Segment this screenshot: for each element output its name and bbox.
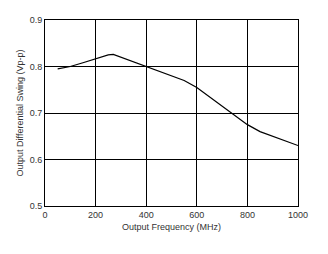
svg-text:0: 0	[42, 210, 47, 220]
svg-text:200: 200	[88, 210, 103, 220]
svg-text:400: 400	[139, 210, 154, 220]
svg-text:D021: D021	[307, 253, 319, 254]
svg-text:1000: 1000	[288, 210, 308, 220]
svg-text:800: 800	[240, 210, 255, 220]
svg-text:0.8: 0.8	[30, 62, 43, 72]
svg-text:0.9: 0.9	[30, 15, 43, 25]
svg-text:0.5: 0.5	[30, 201, 43, 211]
svg-text:0.7: 0.7	[30, 108, 43, 118]
svg-text:0.6: 0.6	[30, 155, 43, 165]
svg-text:Output Frequency (MHz): Output Frequency (MHz)	[122, 222, 221, 232]
svg-text:Output Differential Swing (Vp-: Output Differential Swing (Vp-p)	[15, 50, 25, 177]
svg-text:600: 600	[189, 210, 204, 220]
